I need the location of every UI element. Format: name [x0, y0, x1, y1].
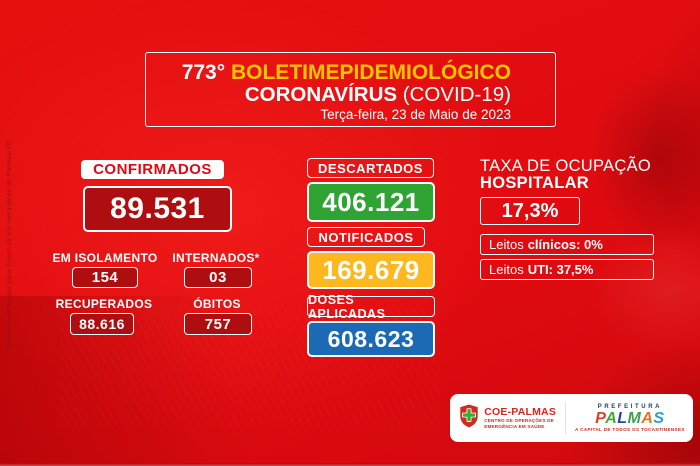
recuperados-value: 88.616 [70, 313, 134, 335]
confirmados-label: CONFIRMADOS [81, 160, 224, 179]
confirmados-value: 89.531 [83, 186, 232, 232]
leitos-uti-prefix: Leitos [489, 262, 524, 277]
coe-name: COE-PALMAS [484, 406, 557, 419]
obitos-value: 757 [184, 313, 252, 335]
bulletin-title-text: BOLETIMEPIDEMIOLÓGICO [230, 61, 511, 84]
occupancy-title-line2: HOSPITALAR [480, 174, 590, 192]
internados-label: INTERNADOS* [172, 251, 260, 265]
palmas-wordmark: PALMAS [595, 410, 665, 427]
palmas-letter: P [595, 410, 606, 427]
side-footnote: *Casos confirmados para Covid-19 em mora… [6, 140, 13, 352]
recuperados-label: RECUPERADOS [55, 297, 153, 311]
coe-logo-text: COE-PALMAS CENTRO DE OPERAÇÕES DE EMERGÊ… [484, 407, 556, 429]
bulletin-edition: 773° [181, 61, 226, 84]
occupancy-rate: 17,3% [480, 197, 580, 225]
occupancy-title-line1: TAXA DE OCUPAÇÃO [480, 157, 652, 175]
coe-shield-icon [458, 403, 480, 434]
palmas-letter: L [617, 410, 628, 427]
palmas-letter: A [641, 410, 654, 427]
leitos-uti: Leitos UTI: 37,5% [480, 259, 654, 280]
palmas-letter: A [605, 410, 618, 427]
palmas-tagline: A CAPITAL DE TODOS OS TOCANTINENSES [575, 427, 685, 432]
leitos-uti-value: UTI: 37,5% [527, 262, 594, 277]
obitos-label: ÓBITOS [193, 297, 241, 311]
prefeitura-word: PREFEITURA [597, 404, 663, 410]
bulletin-subtitle: CORONAVÍRUS (COVID-19) [146, 84, 511, 106]
isolamento-value: 154 [72, 267, 138, 288]
descartados-label: DESCARTADOS [307, 158, 434, 178]
bottom-edge-strip [0, 463, 700, 466]
bulletin-date: Terça-feira, 23 de Maio de 2023 [320, 107, 511, 122]
logo-divider [565, 402, 567, 434]
coe-subtitle-line2: EMERGÊNCIA EM SAÚDE [484, 423, 545, 429]
occupancy-title: TAXA DE OCUPAÇÃO HOSPITALAR [480, 158, 651, 192]
isolamento-label: EM ISOLAMENTO [52, 251, 158, 265]
title-box: 773° BOLETIMEPIDEMIOLÓGICO CORONAVÍRUS (… [145, 52, 556, 127]
notificados-value: 169.679 [307, 251, 435, 289]
subtitle-covid19: (COVID-19) [402, 83, 511, 106]
footer-logo-panel: COE-PALMAS CENTRO DE OPERAÇÕES DE EMERGÊ… [450, 394, 693, 442]
leitos-clinicos-prefix: Leitos [489, 237, 524, 252]
bulletin-title: 773° BOLETIMEPIDEMIOLÓGICO [146, 61, 511, 84]
coe-palmas-logo: COE-PALMAS CENTRO DE OPERAÇÕES DE EMERGÊ… [458, 403, 556, 434]
palmas-letter: M [627, 410, 642, 427]
notificados-label: NOTIFICADOS [307, 227, 425, 247]
leitos-clinicos: Leitos clínicos: 0% [480, 234, 654, 255]
doses-aplicadas-label: DOSES APLICADAS [307, 293, 435, 321]
doses-aplicadas-value: 608.623 [307, 321, 435, 357]
descartados-value: 406.121 [307, 182, 435, 222]
internados-value: 03 [184, 267, 252, 288]
subtitle-coronavirus: CORONAVÍRUS [244, 83, 398, 106]
palmas-letter: S [653, 410, 665, 427]
coe-subtitle-line1: CENTRO DE OPERAÇÕES DE [484, 418, 554, 424]
leitos-clinicos-value: clínicos: 0% [527, 237, 603, 252]
prefeitura-palmas-logo: PREFEITURA PALMAS A CAPITAL DE TODOS OS … [575, 404, 685, 432]
